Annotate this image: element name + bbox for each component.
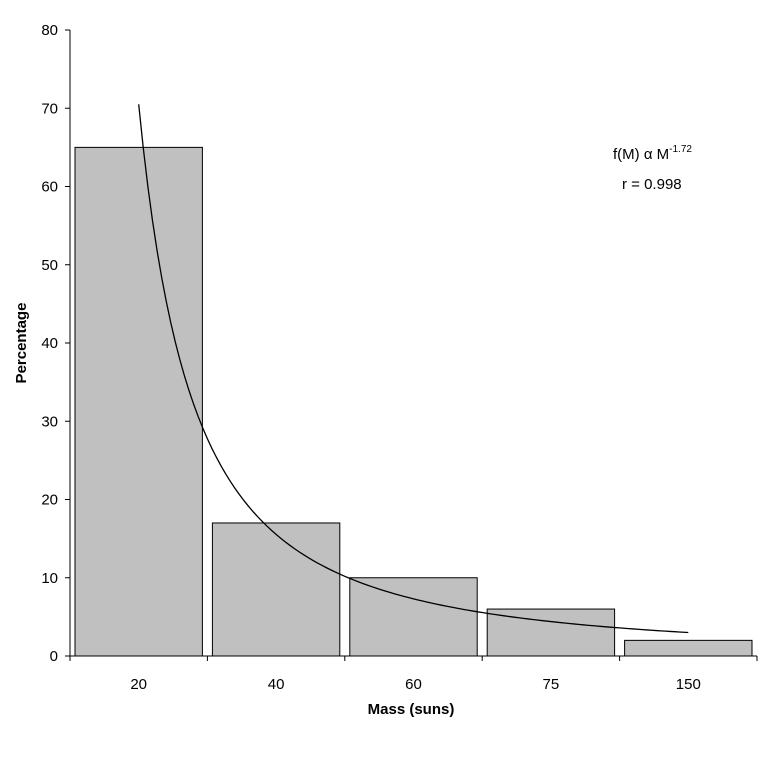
trendline	[138, 104, 689, 634]
y-tick-label: 40	[41, 335, 58, 352]
y-tick-label: 50	[41, 257, 58, 274]
x-tick-label: 40	[268, 676, 285, 693]
y-tick-label: 30	[41, 413, 58, 430]
y-tick-label: 10	[41, 570, 58, 587]
y-tick-label: 60	[41, 179, 58, 196]
x-axis-title: Mass (suns)	[368, 701, 455, 718]
x-tick-label: 75	[543, 676, 560, 693]
formula-prefix: f(M) α M	[613, 146, 669, 163]
bar-20	[74, 146, 203, 657]
formula-annotation: f(M) α M-1.72	[613, 144, 692, 163]
bar-60	[349, 577, 478, 657]
y-tick-label: 20	[41, 492, 58, 509]
r-value-annotation: r = 0.998	[622, 176, 682, 193]
y-ticks: 0 10 20 30 40 50 60 70 80	[41, 22, 70, 665]
x-tick-label: 20	[130, 676, 147, 693]
y-axis-title: Percentage	[13, 303, 30, 384]
y-tick-label: 0	[50, 648, 58, 665]
x-ticks: 20 40 60 75 150	[69, 656, 758, 693]
y-tick-label: 80	[41, 22, 58, 39]
x-tick-label: 150	[676, 676, 701, 693]
y-tick-label: 70	[41, 100, 58, 117]
bar-40	[211, 522, 341, 657]
formula-exponent: -1.72	[669, 144, 692, 155]
bar-group	[74, 146, 753, 657]
bar-150	[624, 639, 753, 657]
x-tick-label: 60	[405, 676, 422, 693]
